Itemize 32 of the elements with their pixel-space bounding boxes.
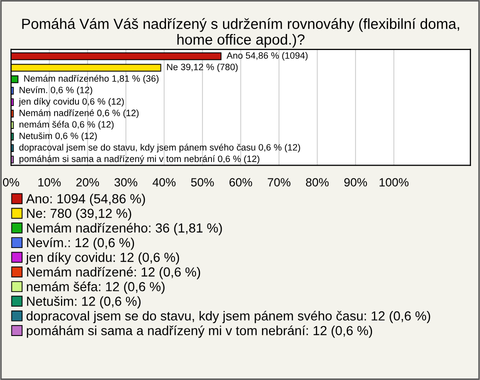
legend-label: Ne: 780 (39,12 %)	[27, 208, 132, 221]
data-label: Netušim 0,6 % (12)	[20, 132, 97, 141]
x-tick-label: 90%	[344, 178, 367, 186]
data-label: dopracoval jsem se do stavu, kdy jsem pánem svého času 0,6 % (12)	[19, 144, 300, 152]
x-tick-label: 10%	[38, 178, 61, 186]
data-label: pomáhám si sama a nadřízený mi v tom nebrání 0,6 % (12)	[19, 155, 260, 164]
data-label: Nemám nadřízeného 1,81 % (36)	[24, 74, 158, 84]
legend-label: nemám šéfa: 12 (0,6 %)	[26, 282, 165, 294]
legend-label: jen díky covidu: 12 (0,6 %)	[26, 252, 180, 265]
x-tick-label: 50%	[191, 178, 214, 186]
legend-label: dopracoval jsem se do stavu, kdy jsem pánem svého času: 12 (0,6 %)	[26, 310, 430, 324]
data-label: Nevím. 0,6 % (12)	[20, 86, 92, 96]
data-label: Ne 39,12 % (780)	[167, 63, 238, 72]
x-tick-label: 100%	[380, 178, 409, 186]
data-label: nemám šéfa 0,6 % (12)	[20, 120, 114, 130]
data-label: Ano 54,86 % (1094)	[226, 52, 308, 61]
data-label: jen díky covidu 0,6 % (12)	[18, 98, 124, 107]
x-tick-label: 60%	[230, 178, 252, 186]
x-tick-label: 40%	[152, 178, 176, 186]
x-tick-label: 30%	[114, 178, 138, 186]
legend-label: Netušim: 12 (0,6 %)	[27, 296, 141, 308]
x-tick-label: 20%	[76, 178, 99, 186]
legend-label: pomáhám si sama a nadřízený mi v tom nebrání: 12 (0,6 %)	[26, 325, 372, 338]
data-label: Nemám nadřízené 0,6 % (12)	[20, 109, 139, 118]
x-tick-label: 80%	[306, 178, 329, 186]
legend-label: Ano: 1094 (54,86 %)	[26, 194, 145, 206]
x-tick-label: 70%	[268, 178, 290, 186]
legend-label: Nevím.: 12 (0,6 %)	[27, 238, 134, 250]
legend-label: Nemám nadřízeného: 36 (1,81 %)	[27, 222, 222, 236]
legend-label: Nemám nadřízené: 12 (0,6 %)	[27, 266, 200, 280]
x-tick-label: 0%	[2, 178, 20, 186]
chart-title: Pomáhá Vám Váš nadřízený s udržením rovnováhy (flexibilní doma, home office apod.)?	[22, 18, 460, 48]
